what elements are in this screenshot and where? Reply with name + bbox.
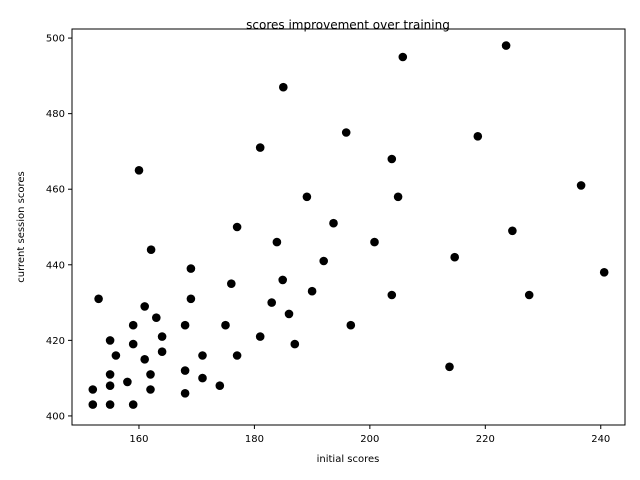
data-point-53 — [105, 381, 115, 391]
y-tick-label-420: 420 — [46, 336, 65, 347]
data-point-4 — [341, 128, 351, 137]
data-point-54 — [215, 381, 225, 391]
data-point-51 — [198, 373, 207, 383]
data-point-13 — [329, 218, 338, 228]
y-axis-ticks: 400 420 440 460 480 500 — [46, 34, 72, 422]
data-point-17 — [146, 245, 156, 254]
data-point-33 — [128, 320, 138, 330]
data-point-1 — [501, 41, 511, 50]
data-point-43 — [111, 351, 121, 360]
data-point-32 — [152, 313, 161, 323]
data-point-25 — [94, 294, 103, 304]
data-point-6 — [255, 143, 265, 152]
data-point-18 — [450, 252, 460, 262]
data-point-42 — [157, 347, 167, 357]
data-point-26 — [186, 294, 196, 304]
data-point-41 — [290, 339, 300, 349]
y-tick-label-460: 460 — [46, 185, 65, 196]
plot-frame — [71, 28, 626, 426]
y-tick-label-400: 400 — [46, 411, 65, 422]
data-point-22 — [278, 275, 288, 285]
data-point-57 — [180, 389, 190, 398]
x-axis-ticks: 160 180 200 220 240 — [129, 425, 610, 445]
data-point-8 — [134, 166, 144, 175]
data-point-37 — [157, 332, 167, 341]
data-point-23 — [227, 279, 236, 289]
data-point-47 — [445, 362, 454, 372]
data-point-60 — [128, 400, 138, 409]
data-point-36 — [346, 320, 356, 330]
chart-title: scores improvement over training — [246, 18, 450, 32]
data-point-12 — [232, 222, 242, 232]
data-point-29 — [267, 298, 277, 307]
data-point-55 — [88, 385, 98, 394]
data-point-56 — [146, 385, 155, 394]
y-tick-label-440: 440 — [46, 260, 65, 271]
y-tick-label-480: 480 — [46, 109, 65, 120]
data-point-20 — [186, 264, 196, 273]
data-point-38 — [255, 332, 265, 341]
data-point-31 — [284, 309, 294, 319]
data-point-40 — [128, 339, 138, 349]
y-axis-label: current session scores — [16, 171, 27, 283]
data-point-39 — [105, 336, 115, 345]
data-point-59 — [105, 400, 115, 409]
data-point-35 — [221, 320, 230, 330]
data-point-48 — [105, 370, 115, 379]
data-point-19 — [319, 256, 329, 266]
x-tick-label-160: 160 — [129, 434, 148, 445]
y-tick-label-500: 500 — [46, 34, 65, 45]
data-point-21 — [599, 268, 609, 277]
data-point-45 — [198, 351, 207, 360]
data-point-44 — [140, 355, 149, 364]
data-point-10 — [302, 192, 312, 202]
x-tick-label-200: 200 — [360, 434, 379, 445]
data-point-27 — [387, 290, 397, 300]
data-points — [88, 41, 609, 409]
data-point-24 — [307, 286, 317, 296]
data-point-58 — [88, 400, 98, 409]
data-point-14 — [508, 226, 517, 236]
data-point-28 — [524, 290, 534, 300]
data-point-34 — [180, 320, 190, 330]
data-point-52 — [123, 377, 132, 387]
data-point-50 — [180, 366, 190, 375]
data-point-46 — [232, 351, 242, 360]
data-point-7 — [387, 154, 397, 164]
data-point-9 — [576, 181, 586, 190]
x-tick-label-220: 220 — [476, 434, 495, 445]
data-point-30 — [140, 302, 149, 311]
data-point-15 — [272, 237, 282, 247]
data-point-11 — [393, 192, 403, 202]
x-tick-label-240: 240 — [591, 434, 610, 445]
data-point-3 — [279, 82, 288, 92]
data-point-49 — [146, 370, 155, 379]
x-axis-label: initial scores — [317, 454, 380, 465]
data-point-16 — [370, 237, 379, 247]
data-point-2 — [398, 52, 408, 62]
data-point-5 — [473, 132, 483, 141]
x-tick-label-180: 180 — [245, 434, 264, 445]
